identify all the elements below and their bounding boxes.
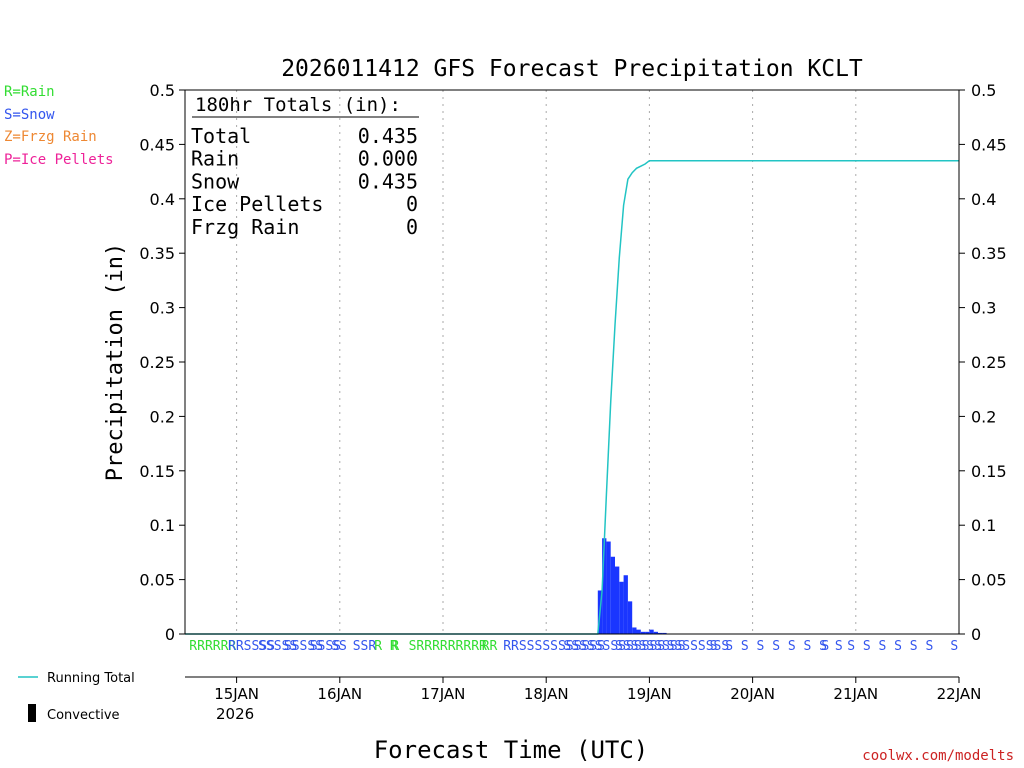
- x-tick-label: 18JAN: [524, 685, 569, 703]
- y-tick-label-right: 0.45: [971, 135, 1007, 154]
- x-tick-label: 16JAN: [317, 685, 362, 703]
- ptype-label: S: [821, 639, 829, 654]
- y-tick-label-left: 0.1: [150, 516, 175, 535]
- y-tick-label-left: 0.2: [150, 407, 175, 426]
- ptype-label: SRRRRRRRRR: [409, 639, 487, 654]
- precip-bar: [653, 631, 658, 634]
- y-tick-label-left: 0.5: [150, 81, 175, 100]
- totals-row-value: 0: [406, 215, 418, 239]
- y-axis-ticks: 0 00.05 0.050.1 0.10.15 0.150.2 0.20.25 0.250.…: [139, 81, 1006, 644]
- ptype-label: RRRRRR: [189, 639, 236, 654]
- ptype-label: RR: [482, 639, 498, 654]
- y-tick-label-left: 0.4: [150, 190, 175, 209]
- legend-rain: R=Rain: [4, 84, 55, 100]
- precip-bar: [610, 556, 615, 634]
- y-tick-label-left: 0: [165, 625, 175, 644]
- x-axis-title: Forecast Time (UTC): [374, 736, 649, 764]
- precip-bar: [662, 632, 667, 634]
- y-tick-label-right: 0.5: [971, 81, 996, 100]
- ptype-label: SSR: [353, 639, 377, 654]
- y-tick-label-left: 0.15: [139, 462, 175, 481]
- x-axis-ticks: 15JAN 16JAN 17JAN 18JAN 19JAN 20JAN 21JAN 22JAN: [214, 677, 981, 703]
- running-total-line: [185, 159, 959, 635]
- precip-bar: [636, 629, 641, 634]
- totals-row-value: 0: [406, 192, 418, 216]
- ptype-label: RRSSSSSSSSSSS: [503, 639, 605, 654]
- totals-row-label: Total: [191, 124, 251, 148]
- ptype-label: SS: [331, 639, 347, 654]
- ptype-label: SSSSS: [284, 639, 323, 654]
- totals-row-value: 0.435: [358, 124, 418, 148]
- y-axis-title: Precipitation (in): [103, 243, 128, 481]
- credit-text: coolwx.com/modelts: [862, 748, 1014, 764]
- totals-row-label: Rain: [191, 147, 239, 171]
- ptype-label: SSSSS: [258, 639, 297, 654]
- y-tick-label-right: 0.1: [971, 516, 996, 535]
- precip-bar: [619, 581, 624, 634]
- y-tick-label-left: 0.3: [150, 299, 175, 318]
- x-tick-label: 15JAN: [214, 685, 259, 703]
- y-tick-label-right: 0.05: [971, 571, 1007, 590]
- precip-bars: [597, 538, 667, 634]
- totals-header: 180hr Totals (in):: [195, 94, 401, 116]
- x-tick-label: 17JAN: [421, 685, 466, 703]
- precip-bar: [658, 632, 663, 634]
- ptype-label: S S S S S S: [847, 639, 933, 654]
- precip-bar: [606, 541, 611, 634]
- precip-bar: [649, 629, 654, 634]
- totals-row-value: 0.000: [358, 147, 418, 171]
- x-tick-label: 20JAN: [730, 685, 775, 703]
- precip-bar: [623, 575, 628, 634]
- precip-bar: [615, 566, 620, 634]
- y-tick-label-left: 0.45: [139, 135, 175, 154]
- ptype-label: R: [391, 639, 399, 654]
- y-tick-label-left: 0.05: [139, 571, 175, 590]
- legend-frzg-rain: Z=Frzg Rain: [4, 129, 97, 145]
- y-tick-label-right: 0.2: [971, 407, 996, 426]
- totals-box: 180hr Totals (in): Total 0.435 Rain 0.000 Sn…: [191, 94, 419, 239]
- x-tick-label: 22JAN: [937, 685, 982, 703]
- ptype-label: SSSSSSSSS: [615, 639, 685, 654]
- y-tick-label-right: 0.3: [971, 299, 996, 318]
- convective-legend-swatch: [28, 704, 36, 722]
- y-tick-label-left: 0.25: [139, 353, 175, 372]
- x-tick-label: 21JAN: [833, 685, 878, 703]
- ptype-label: S: [950, 639, 958, 654]
- ptype-label: SSSSSSSSSSSSS: [563, 639, 665, 654]
- y-tick-label-right: 0.4: [971, 190, 996, 209]
- gridlines: [185, 90, 959, 635]
- legend-ice-pellets: P=Ice Pellets: [4, 152, 114, 168]
- y-tick-label-right: 0: [971, 625, 981, 644]
- x-tick-label: 19JAN: [627, 685, 672, 703]
- totals-row-label: Frzg Rain: [191, 215, 299, 239]
- y-tick-label-right: 0.35: [971, 244, 1007, 263]
- x-year-label: 2026: [216, 705, 254, 723]
- precip-bar: [645, 631, 650, 634]
- ptype-label: S S S S S S S S S: [710, 639, 843, 654]
- totals-row-value: 0.435: [358, 169, 418, 193]
- ptype-label: SSSS: [310, 639, 341, 654]
- precip-bar: [627, 601, 633, 634]
- precip-bar: [640, 631, 646, 634]
- legend-running-total: Running Total: [47, 671, 135, 686]
- ptype-label: SSSSSSSS: [667, 639, 730, 654]
- totals-row-label: Snow: [191, 169, 240, 193]
- totals-row-label: Ice Pellets: [191, 192, 323, 216]
- plot-frame: [184, 89, 960, 635]
- legend-convective: Convective: [47, 708, 120, 723]
- y-tick-label-left: 0.35: [139, 244, 175, 263]
- y-tick-label-right: 0.25: [971, 353, 1007, 372]
- y-tick-label-right: 0.15: [971, 462, 1007, 481]
- legend-snow: S=Snow: [4, 107, 55, 123]
- chart-title: 2026011412 GFS Forecast Precipitation KC…: [281, 56, 863, 82]
- precip-bar: [602, 538, 607, 634]
- ptype-label: RRSSSS: [228, 639, 275, 654]
- ptype-label: R R: [374, 639, 398, 654]
- precip-bar: [632, 627, 637, 634]
